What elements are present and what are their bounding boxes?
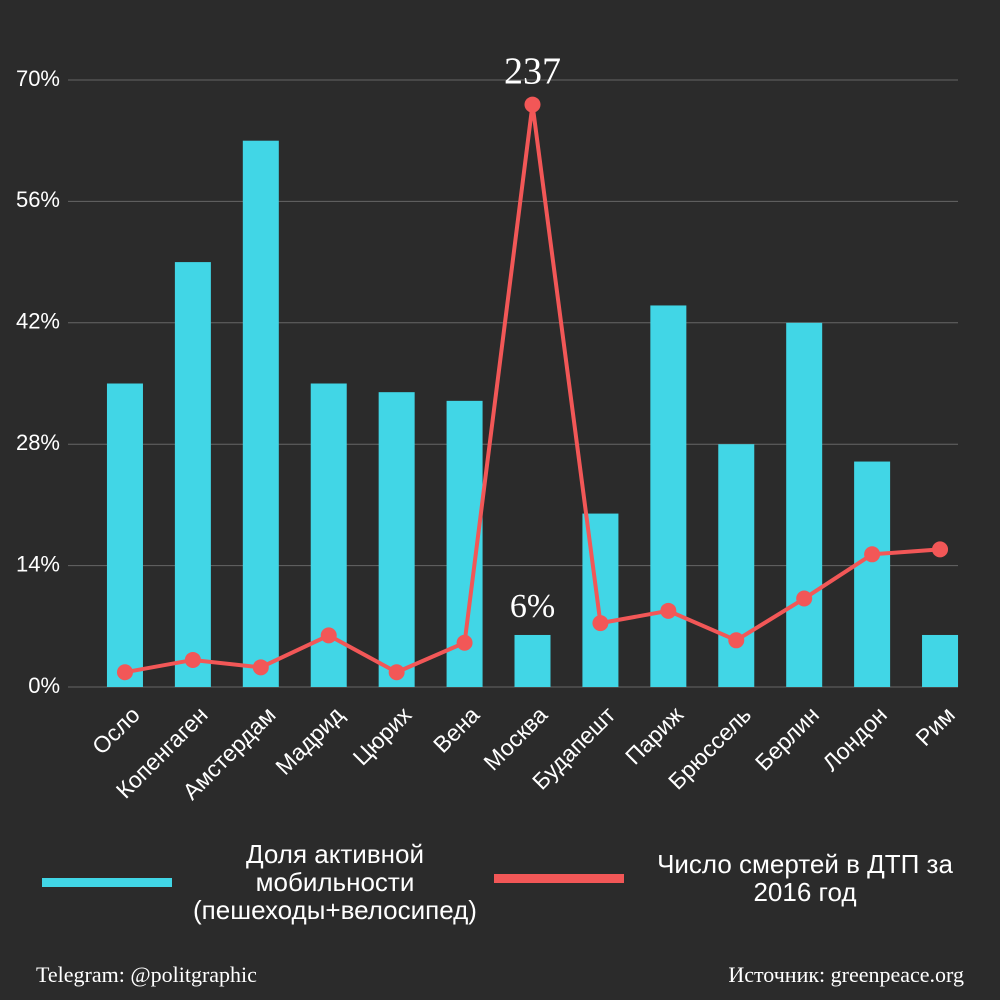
legend-label: Доля активной мобильности (пешеходы+вело… — [193, 839, 477, 925]
x-tick-label: Осло — [87, 701, 145, 759]
x-tick-label: Рим — [910, 701, 960, 751]
line-point — [592, 615, 609, 632]
line-point — [252, 659, 269, 676]
line-point — [796, 590, 813, 607]
legend-swatch — [42, 878, 172, 887]
bar — [718, 444, 755, 687]
line-point — [728, 632, 745, 649]
y-tick-label: 28% — [16, 430, 60, 455]
y-tick-label: 14% — [16, 551, 60, 576]
bar — [378, 392, 415, 687]
line-point — [320, 627, 337, 644]
data-label: 6% — [510, 588, 555, 625]
bar — [174, 262, 211, 687]
bar — [650, 305, 687, 687]
line-point — [524, 96, 541, 113]
bar — [106, 383, 143, 687]
legend-swatch — [494, 874, 624, 883]
bar — [922, 634, 959, 687]
line-point — [116, 664, 133, 681]
x-tick-label: Мадрид — [270, 701, 349, 780]
legend-label: Число смертей в ДТП за 2016 год — [657, 849, 953, 907]
bar — [242, 140, 279, 687]
x-tick-label: Париж — [620, 701, 689, 770]
bar — [854, 461, 891, 687]
bar — [514, 634, 551, 687]
line-point — [660, 602, 677, 619]
line-point — [932, 541, 949, 558]
source-left: Telegram: @politgraphic — [36, 962, 257, 987]
line-point — [864, 546, 881, 563]
source-right: Источник: greenpeace.org — [728, 962, 964, 987]
x-tick-label: Берлин — [750, 701, 824, 775]
y-tick-label: 70% — [16, 66, 60, 91]
line-point — [456, 634, 473, 651]
bar — [786, 322, 823, 687]
data-label: 237 — [504, 50, 561, 92]
line-point — [184, 651, 201, 668]
y-tick-label: 42% — [16, 309, 60, 334]
y-tick-label: 56% — [16, 187, 60, 212]
y-tick-label: 0% — [28, 673, 60, 698]
x-tick-label: Вена — [428, 701, 484, 757]
line-point — [388, 664, 405, 681]
x-tick-label: Лондон — [817, 701, 892, 776]
x-tick-label: Цюрих — [348, 701, 417, 770]
